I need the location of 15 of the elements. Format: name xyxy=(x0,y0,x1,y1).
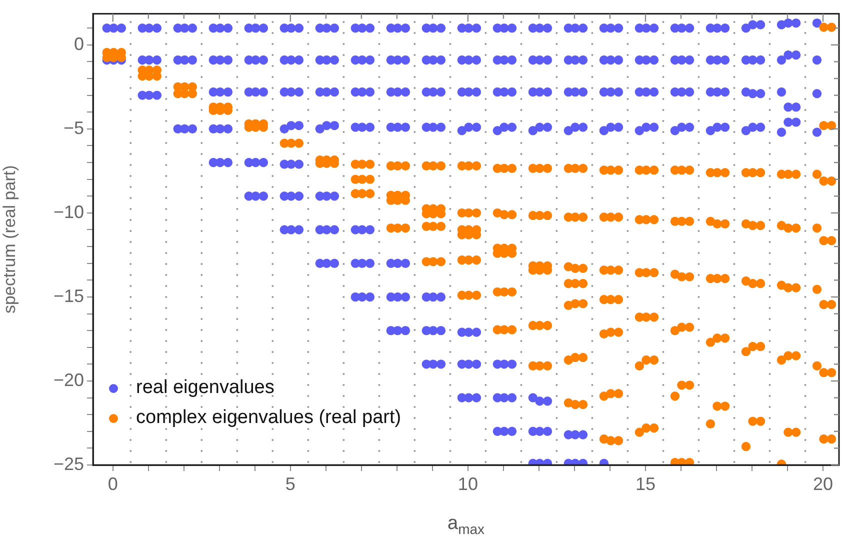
y-tick-label: −5 xyxy=(63,118,84,138)
y-tick-label: 0 xyxy=(74,34,84,54)
x-axis-title: a$_{max}$ xyxy=(447,513,485,537)
x-tick-label: 5 xyxy=(285,474,296,494)
x-tick-label: 10 xyxy=(458,474,478,494)
x-tick-label: 0 xyxy=(108,474,118,494)
y-tick-label: −10 xyxy=(53,202,84,222)
x-tick-label: 15 xyxy=(635,474,656,494)
y-tick-label: −25 xyxy=(53,454,84,474)
y-axis-title: spectrum (real part) xyxy=(0,165,19,314)
legend-label: real eigenvalues xyxy=(136,377,274,399)
x-tick-label: 20 xyxy=(813,474,834,494)
legend-label: complex eigenvalues (real part) xyxy=(136,407,402,429)
y-tick-label: −20 xyxy=(53,370,84,390)
y-tick-label: −15 xyxy=(53,286,84,306)
